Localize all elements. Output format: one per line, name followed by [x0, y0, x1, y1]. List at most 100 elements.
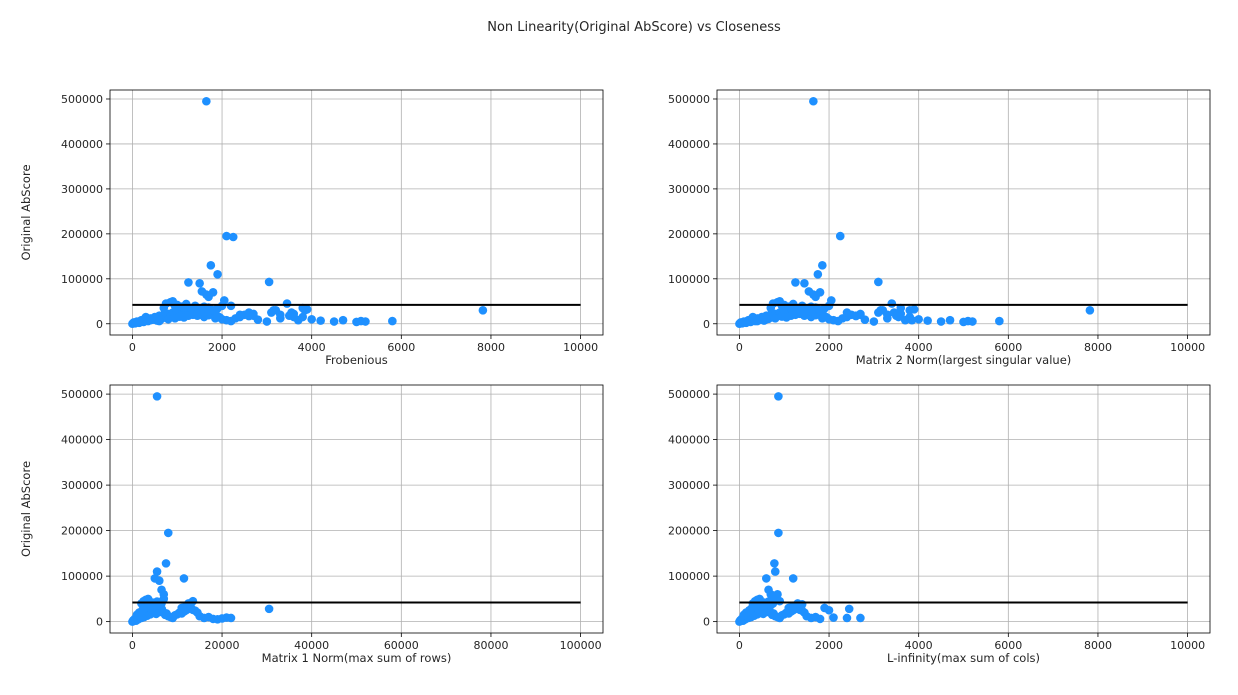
figure-suptitle: Non Linearity(Original AbScore) vs Close…: [487, 20, 781, 35]
scatter-point: [995, 316, 1004, 326]
scatter-point: [163, 528, 173, 538]
scatter-point: [770, 314, 780, 323]
scatter-point: [202, 96, 211, 106]
scatter-point: [842, 613, 852, 623]
scatter-point: [222, 231, 231, 241]
scatter-point: [289, 312, 299, 322]
scatter-point: [762, 574, 771, 583]
scatter-point: [774, 392, 783, 401]
scatter-point: [809, 96, 818, 106]
x-axis-label: Matrix 1 Norm(max sum of rows): [262, 651, 452, 665]
scatter-point: [818, 261, 827, 270]
scatter-point: [835, 231, 845, 241]
y-tick-label: 500000: [61, 388, 103, 401]
subplot-grid: 0 2000 4000 6000 8000 10000010000020000030000…: [19, 89, 1211, 665]
scatter-point: [824, 605, 834, 615]
scatter-point: [219, 296, 229, 305]
scatter-point: [478, 305, 488, 315]
y-tick-label: 200000: [61, 525, 103, 538]
scatter-point: [159, 590, 169, 599]
y-tick-label: 300000: [61, 479, 103, 492]
x-tick-label: 2000: [208, 341, 236, 354]
scatter-point: [226, 613, 236, 623]
x-tick-label: 8000: [1084, 341, 1112, 354]
y-tick-label: 0: [703, 318, 710, 331]
x-tick-label: 0: [736, 639, 743, 652]
scatter-point: [152, 567, 162, 576]
scatter-point: [923, 316, 932, 325]
scatter-point: [887, 299, 897, 308]
y-tick-label: 300000: [61, 183, 103, 196]
scatter-point: [894, 312, 903, 322]
subplot-2: 0 2000 4000 6000 8000 10000010000020000030000…: [668, 89, 1211, 367]
scatter-point: [770, 559, 779, 568]
scatter-point: [775, 596, 785, 606]
x-tick-label: 100000: [560, 639, 602, 652]
scatter-point: [883, 310, 892, 320]
subplot-1: 0 2000 4000 6000 8000 10000010000020000030000…: [19, 89, 604, 367]
x-tick-label: 40000: [294, 639, 329, 652]
y-tick-label: 0: [703, 616, 710, 629]
scatter-point: [856, 613, 865, 623]
x-tick-label: 0: [129, 341, 136, 354]
y-axis-label: Original AbScore: [19, 461, 33, 557]
scatter-point: [179, 574, 189, 583]
x-tick-label: 10000: [1170, 639, 1205, 652]
scatter-point: [329, 317, 339, 326]
scatter-point: [874, 277, 883, 287]
scatter-point: [753, 316, 762, 326]
x-tick-label: 6000: [387, 341, 415, 354]
scatter-point: [936, 317, 946, 326]
scatter-point: [762, 314, 771, 324]
x-tick-label: 0: [129, 639, 136, 652]
x-tick-label: 10000: [1170, 341, 1205, 354]
scatter-point: [770, 567, 780, 576]
scatter-point: [235, 310, 245, 320]
scatter-point: [869, 317, 879, 326]
y-tick-label: 300000: [668, 479, 710, 492]
x-tick-label: 4000: [905, 341, 933, 354]
scatter-point: [791, 278, 800, 287]
x-tick-label: 4000: [298, 341, 326, 354]
x-tick-label: 8000: [1084, 639, 1112, 652]
scatter-point: [262, 317, 272, 326]
scatter-point: [152, 392, 162, 401]
scatter-point: [914, 314, 923, 324]
y-tick-label: 500000: [668, 388, 710, 401]
x-axis-label: Frobenious: [325, 353, 387, 367]
y-tick-label: 0: [96, 318, 103, 331]
scatter-point: [316, 316, 325, 325]
scatter-point: [146, 315, 155, 325]
x-tick-label: 10000: [563, 341, 598, 354]
y-tick-label: 500000: [668, 93, 710, 106]
plot-frame: [716, 89, 1211, 336]
x-tick-label: 6000: [994, 341, 1022, 354]
y-tick-label: 100000: [668, 273, 710, 286]
scatter-point: [907, 315, 917, 325]
x-axis-label: Matrix 2 Norm(largest singular value): [856, 353, 1072, 367]
plot-frame: [716, 384, 1211, 634]
scatter-point: [766, 590, 776, 599]
scatter-point: [856, 310, 865, 320]
x-tick-label: 60000: [384, 639, 419, 652]
x-tick-label: 20000: [205, 639, 240, 652]
scatter-point: [264, 277, 274, 287]
scatter-point: [388, 316, 397, 326]
scatter-point: [1085, 305, 1095, 315]
scatter-point: [163, 314, 173, 324]
scatter-point: [338, 315, 348, 325]
scatter-point: [184, 278, 193, 287]
scatter-point: [188, 596, 198, 606]
scatter-point: [195, 279, 204, 288]
x-tick-label: 2000: [815, 341, 843, 354]
scatter-point: [945, 315, 955, 325]
y-tick-label: 0: [96, 616, 103, 629]
scatter-point: [800, 279, 809, 288]
scatter-point: [815, 287, 825, 297]
scatter-point: [905, 305, 915, 315]
scatter-point: [300, 305, 310, 315]
y-tick-label: 100000: [668, 570, 710, 583]
scatter-point: [361, 317, 370, 326]
scatter-point: [228, 232, 238, 242]
